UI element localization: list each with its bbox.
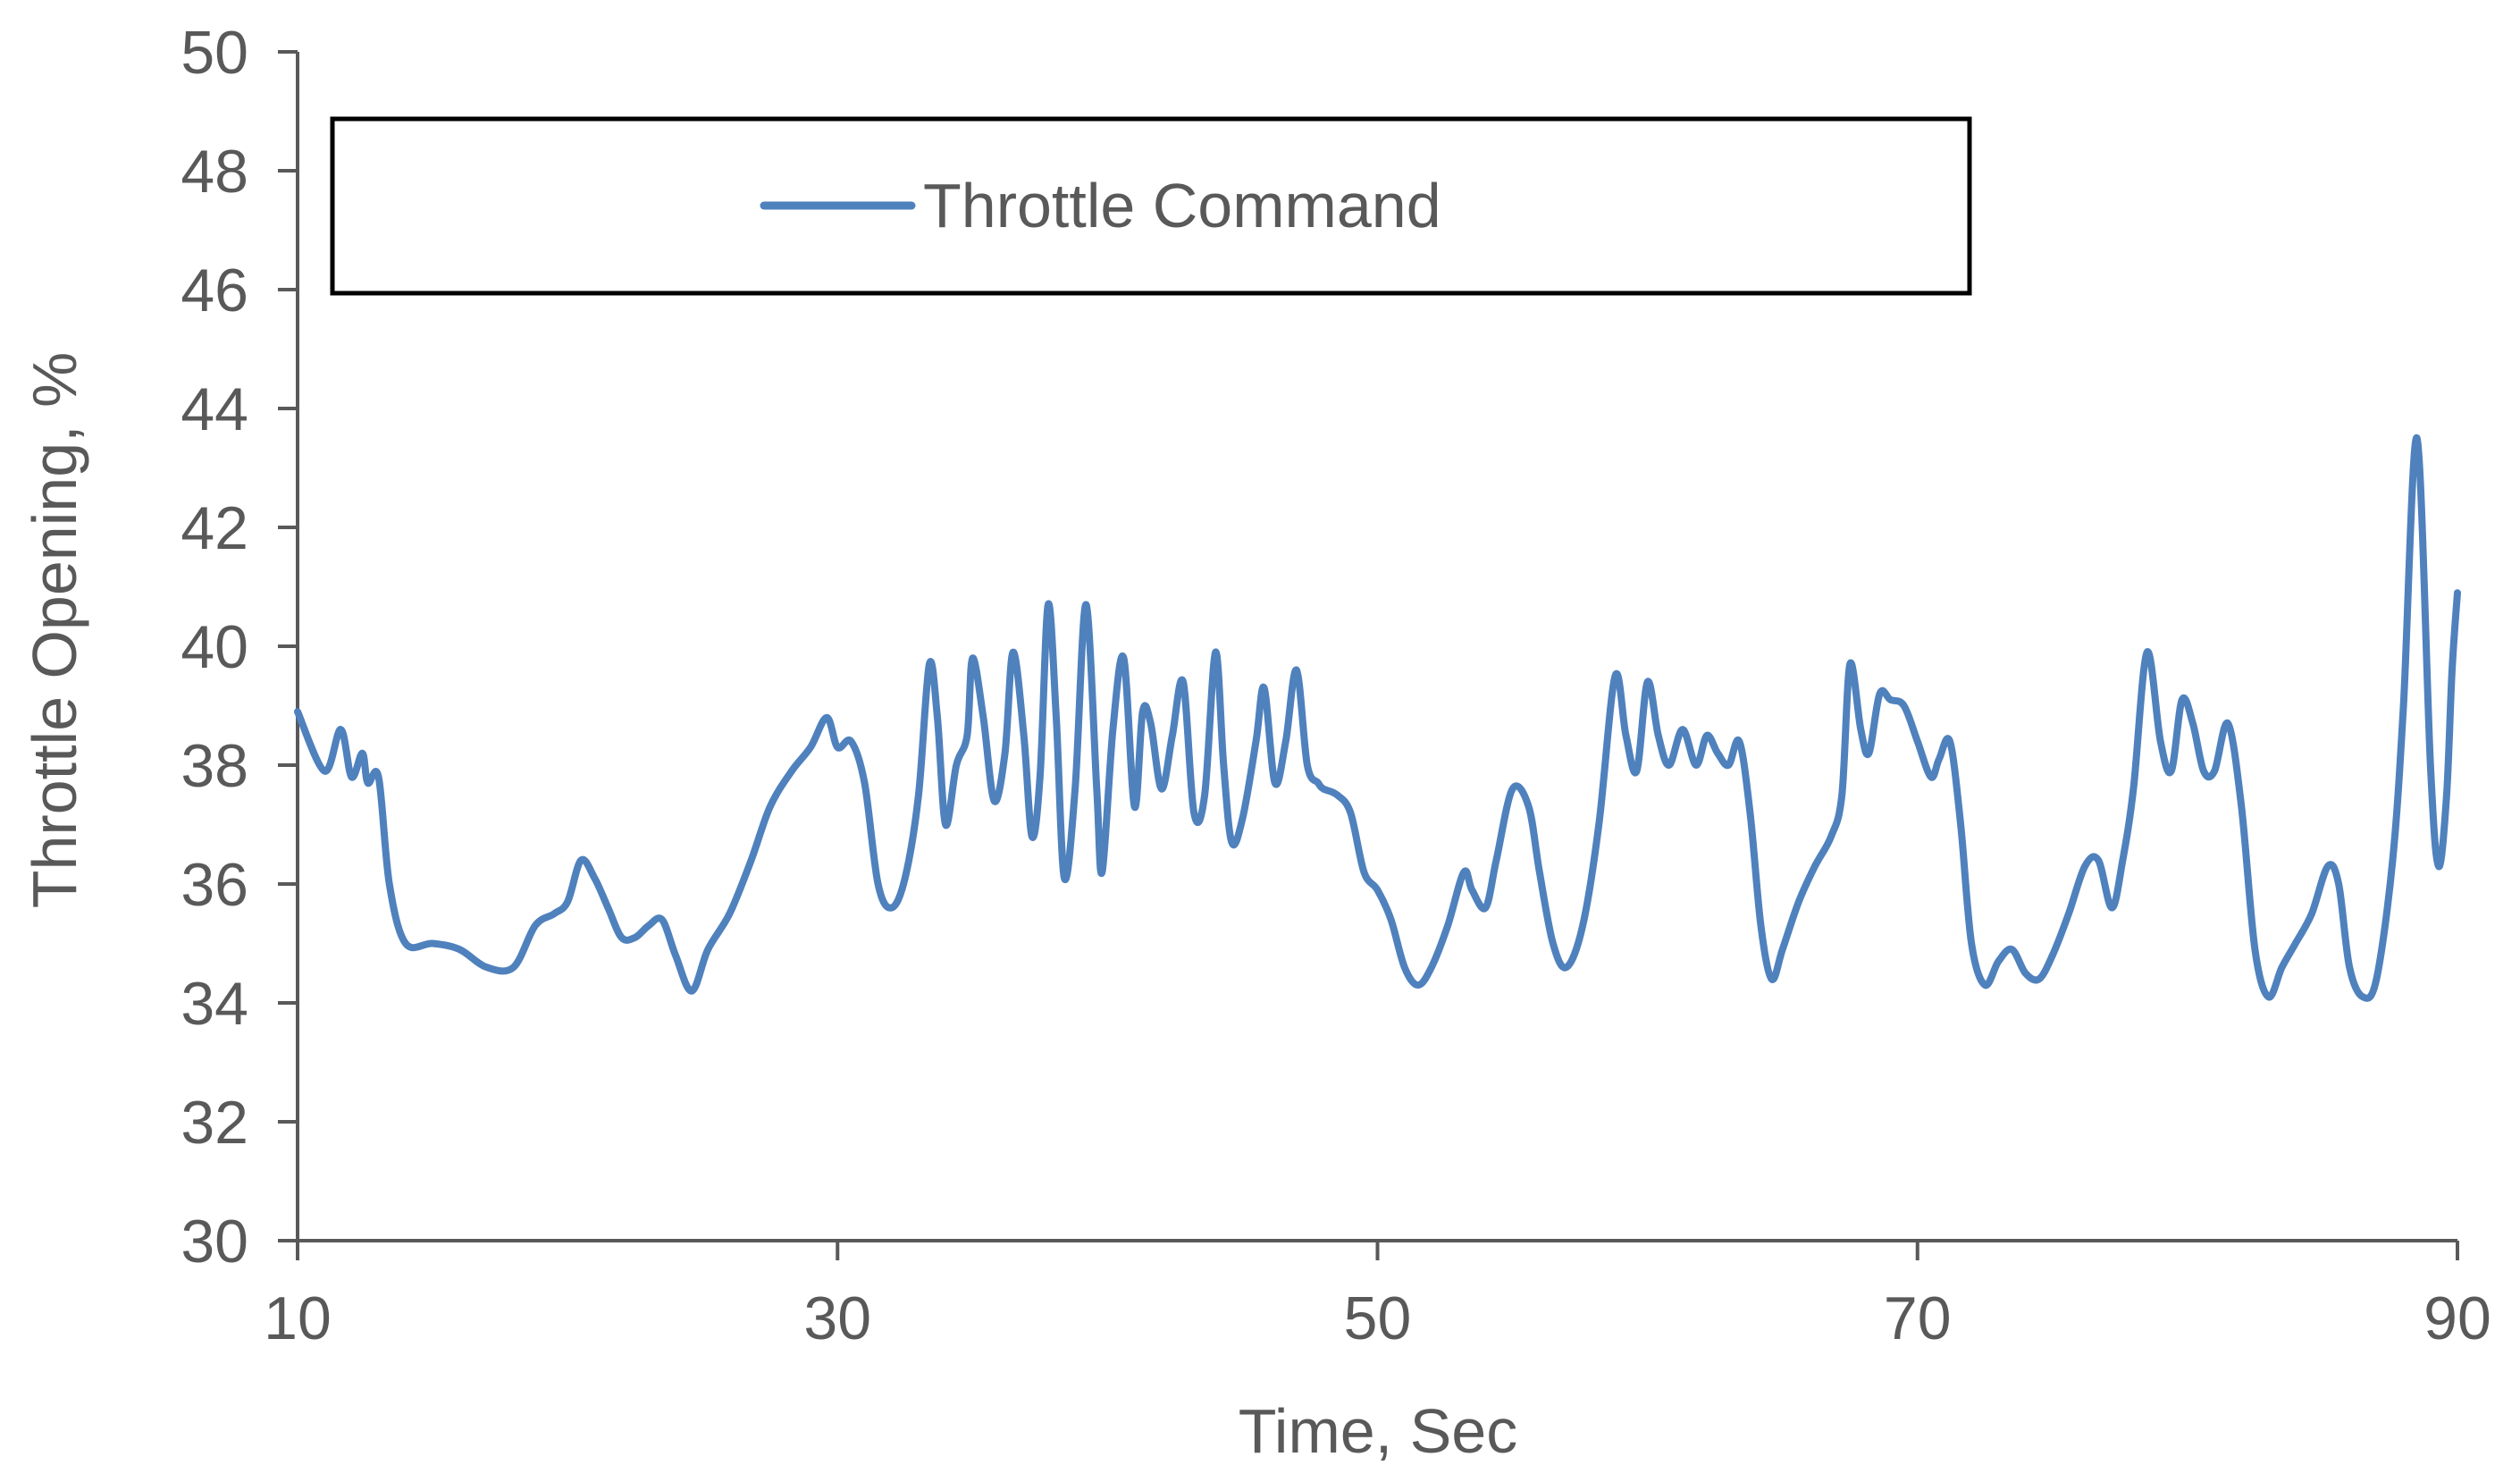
- legend-box: [330, 116, 1972, 296]
- x-tick-label: 70: [1884, 1284, 1952, 1352]
- y-tick-label: 30: [181, 1208, 248, 1276]
- series-layer: [294, 434, 2461, 1002]
- y-tick-label: 32: [181, 1089, 248, 1157]
- y-tick-label: 46: [181, 257, 248, 324]
- legend-label: Throttle Command: [923, 171, 1441, 240]
- y-tick-label: 38: [181, 732, 248, 800]
- y-tick-label: 40: [181, 613, 248, 681]
- y-axis-title: Throttle Opening, %: [20, 352, 89, 909]
- y-tick-label: 42: [181, 494, 248, 562]
- series-line-throttle-command: [294, 434, 2461, 1002]
- x-tick-label: 30: [803, 1284, 871, 1352]
- y-axis-ticks: 30 32 34 36 38 40 42 44 46 48 50: [181, 19, 298, 1276]
- x-axis-ticks: 10 30 50 70 90: [264, 1241, 2491, 1352]
- y-tick-label: 34: [181, 970, 248, 1038]
- x-tick-label: 90: [2423, 1284, 2491, 1352]
- legend: Throttle Command: [330, 116, 1972, 296]
- y-tick-label: 44: [181, 375, 248, 443]
- x-tick-label: 10: [264, 1284, 332, 1352]
- y-tick-label: 50: [181, 19, 248, 87]
- x-tick-label: 50: [1344, 1284, 1412, 1352]
- x-axis-title: Time, Sec: [1239, 1396, 1517, 1466]
- y-tick-label: 48: [181, 138, 248, 206]
- y-tick-label: 36: [181, 851, 248, 919]
